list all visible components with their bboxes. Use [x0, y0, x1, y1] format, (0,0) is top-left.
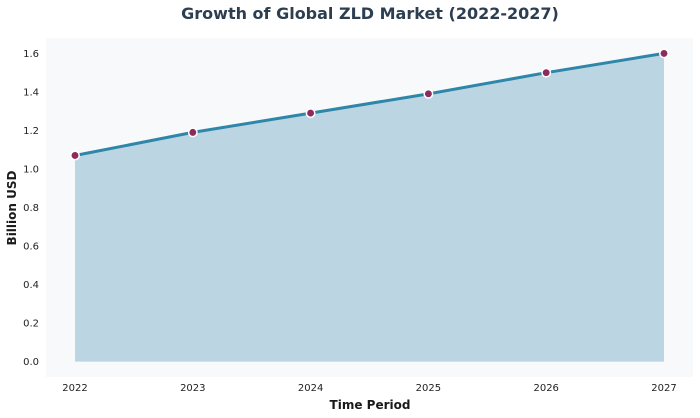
y-tick-label: 1.2: [23, 126, 39, 137]
y-tick-label: 0.2: [23, 319, 39, 330]
data-point-2022: [70, 150, 80, 161]
y-axis-label: Billion USD: [5, 171, 19, 246]
x-tick-label: 2023: [180, 383, 205, 394]
area-fill: [75, 53, 664, 362]
x-tick-label: 2027: [651, 383, 676, 394]
x-tick-label: 2022: [62, 383, 87, 394]
x-tick-label: 2024: [298, 383, 323, 394]
x-axis-label: Time Period: [330, 398, 411, 412]
x-tick-label: 2026: [533, 383, 558, 394]
data-point-2025: [423, 88, 434, 99]
y-tick-label: 0.6: [23, 242, 39, 253]
y-tick-label: 1.0: [23, 164, 39, 175]
data-point-2026: [541, 67, 552, 78]
y-tick-label: 1.6: [23, 49, 39, 60]
x-tick-label: 2025: [416, 383, 441, 394]
chart-title: Growth of Global ZLD Market (2022-2027): [181, 4, 559, 23]
y-tick-label: 0.0: [23, 357, 39, 368]
y-tick-label: 1.4: [23, 87, 39, 98]
y-tick-label: 0.4: [23, 280, 39, 291]
data-point-2027: [659, 48, 669, 59]
data-point-2023: [187, 127, 198, 138]
data-point-2024: [305, 108, 316, 119]
y-tick-label: 0.8: [23, 203, 39, 214]
series-line: [73, 51, 666, 157]
